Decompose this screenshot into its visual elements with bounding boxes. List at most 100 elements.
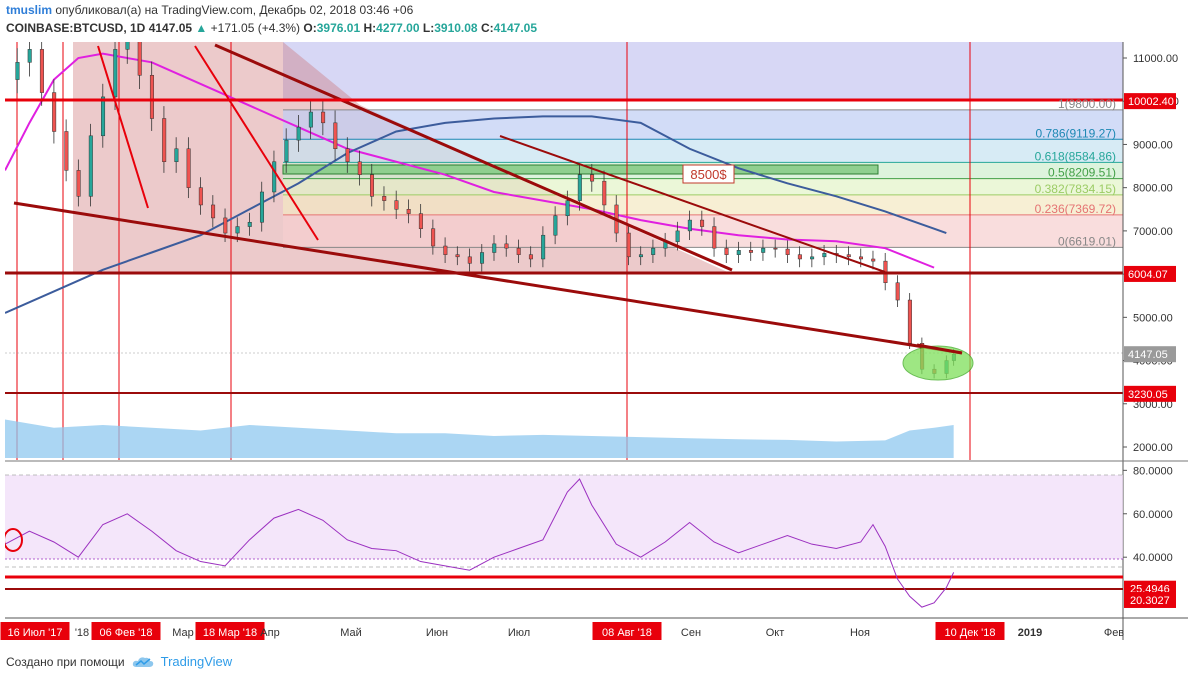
rsi-axis[interactable]: 80.0000 60.0000 40.0000 [1123,465,1173,564]
trendline-lower[interactable] [13,201,963,355]
candle [101,96,106,137]
high-value: 4277.00 [376,21,420,35]
time-label-box [195,622,265,640]
candle [174,148,179,162]
candle [871,258,876,262]
candle [223,217,228,234]
candle [382,196,387,201]
highlight-ellipse[interactable] [902,345,974,381]
publish-text: опубликовал(а) на TradingView.com, Декаб… [55,3,414,17]
trendline-upper[interactable] [214,43,733,272]
candle [736,250,741,255]
price-tick-label: 7000.00 [1133,226,1173,238]
candle [675,230,680,242]
author-name[interactable]: tmuslim [6,3,53,17]
time-axis[interactable]: 16 Июл '17 '18 06 Фев '18 Мар 18 Мар '18 Апр М… [0,622,1125,640]
candle [504,243,509,249]
open-value: 3976.01 [316,21,361,35]
rsi-pane [5,474,1123,608]
low-label: L: [422,21,435,35]
candle [149,75,154,119]
annotation-box[interactable] [682,164,735,184]
footer: Создано при помощи TradingView [6,654,232,669]
candle [296,126,301,141]
zone-8500 [282,164,879,175]
candle [394,200,399,210]
time-label: Фев [1104,627,1124,639]
time-label: 06 Фев '18 [99,627,152,639]
created-with-text: Создано при помощи [6,654,125,669]
candle [198,187,203,206]
candle [467,256,472,264]
price-tick-label: 11000.00 [1133,53,1178,65]
change-arrow-icon: ▲ [195,21,208,35]
candle [211,204,216,219]
candle [308,111,313,128]
candle [651,247,656,255]
candle [321,111,326,124]
moving-average-line [5,115,947,314]
candle [761,247,766,253]
price-tick-label: 2000.00 [1133,442,1173,454]
time-label-box [592,622,662,640]
candle [15,62,20,80]
price-change: +171.05 (+4.3%) [210,21,301,35]
high-label: H: [363,21,377,35]
price-label: 4147.05 [1128,349,1168,361]
candle [797,254,802,260]
fib-label: 0(6619.01) [1058,234,1116,248]
open-label: O: [303,21,317,35]
candle [492,243,497,253]
candle [125,42,130,50]
candle [333,122,338,150]
candle [712,226,717,249]
fib-labels: 1(9800.00) 0.786(9119.27) 0.618(8584.86) 0.… [1035,97,1116,248]
price-label: 10002.40 [1128,96,1174,108]
rsi-tick-label: 60.0000 [1133,509,1173,521]
candle [443,245,448,255]
candle [113,49,118,98]
candle [846,254,851,258]
fib-label: 0.618(8584.86) [1035,149,1116,163]
rsi-tick-label: 80.0000 [1133,465,1173,477]
candle [626,232,631,258]
candle [724,247,729,255]
time-label: 2019 [1018,627,1042,639]
moving-averages [5,52,947,314]
candle [272,161,277,193]
candle [88,135,93,197]
rsi-level-label: 20.3027 [1130,595,1170,607]
tradingview-cloud-icon [132,656,153,667]
time-label-box [91,622,161,640]
time-label: 10 Дек '18 [944,627,995,639]
candle [773,247,778,250]
time-label: Мар [172,627,194,639]
candle [541,234,546,260]
time-label-box [0,622,70,640]
time-label: 18 Мар '18 [203,627,257,639]
price-label: 3230.05 [1128,389,1168,401]
candle [406,209,411,214]
time-label: Апр [260,627,279,639]
time-label: Июн [426,627,448,639]
candle [553,215,558,236]
trendlines [5,43,1123,394]
price-label-box [1124,93,1176,110]
trendline-steep-2[interactable] [194,45,319,241]
trendline-steep-1[interactable] [97,45,149,209]
candle [259,191,264,223]
time-label: Сен [681,627,701,639]
candle [687,219,692,232]
trendline-channel[interactable] [499,135,886,273]
resistance-zone [283,42,1123,100]
rsi-level-box [1124,591,1176,608]
candle [602,180,607,206]
tradingview-link[interactable]: TradingView [160,654,233,669]
candle [418,213,423,229]
price-labels: 10002.40 6004.07 4147.05 3230.05 [1124,93,1176,402]
candle [700,219,705,227]
fib-band [283,139,1123,163]
time-label: Июл [508,627,530,639]
